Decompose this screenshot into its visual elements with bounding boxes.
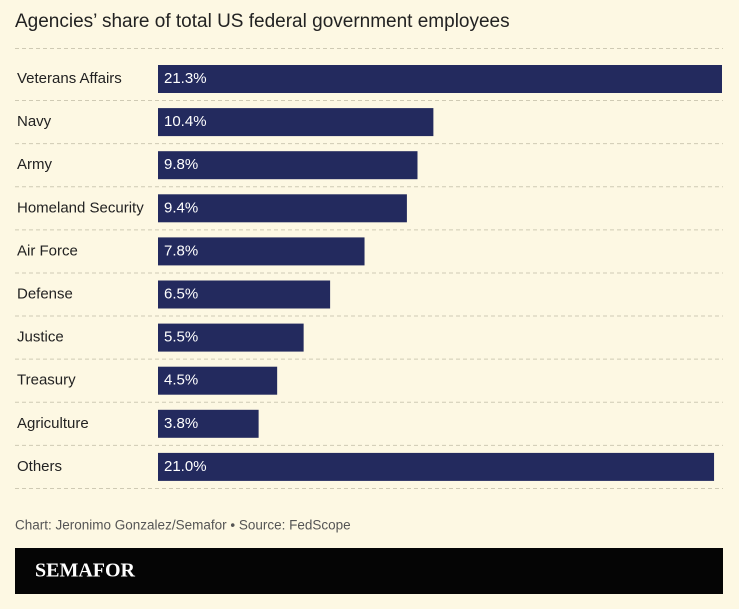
category-label: Justice	[17, 329, 64, 346]
category-label: Homeland Security	[17, 199, 144, 216]
category-label: Treasury	[17, 372, 76, 389]
bar	[158, 280, 331, 309]
value-label: 4.5%	[164, 372, 198, 389]
bar	[158, 366, 278, 395]
value-label: 21.3%	[164, 70, 207, 87]
value-label: 3.8%	[164, 415, 198, 432]
value-label: 6.5%	[164, 285, 198, 302]
bar	[158, 151, 418, 180]
brand-logo: SEMAFOR	[35, 560, 136, 582]
bar	[158, 409, 259, 438]
bar	[158, 108, 434, 137]
value-label: 9.4%	[164, 199, 198, 216]
category-label: Air Force	[17, 242, 78, 259]
category-label: Navy	[17, 113, 52, 130]
source-note: Chart: Jeronimo Gonzalez/Semafor • Sourc…	[15, 518, 351, 533]
bar	[158, 452, 715, 481]
category-label: Army	[17, 156, 52, 173]
value-label: 10.4%	[164, 113, 207, 130]
value-label: 21.0%	[164, 458, 207, 475]
footer-bar	[15, 548, 723, 594]
bar	[158, 323, 304, 352]
category-label: Defense	[17, 285, 73, 302]
value-label: 9.8%	[164, 156, 198, 173]
category-label: Others	[17, 458, 62, 475]
category-label: Agriculture	[17, 415, 89, 432]
chart-title: Agencies’ share of total US federal gove…	[15, 11, 510, 32]
bar	[158, 194, 407, 223]
value-label: 7.8%	[164, 242, 198, 259]
value-label: 5.5%	[164, 329, 198, 346]
bar	[158, 237, 365, 266]
bar	[158, 65, 722, 93]
category-label: Veterans Affairs	[17, 70, 122, 87]
